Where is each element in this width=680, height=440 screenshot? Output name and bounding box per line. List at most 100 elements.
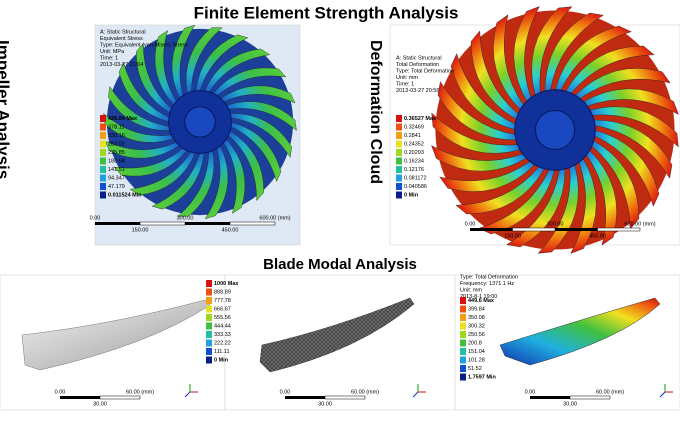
legend-label: 0.040586 [404,184,427,190]
legend-swatch [206,356,212,364]
impeller-blade [151,151,205,210]
impeller-blade [593,129,660,207]
legend-label: 1.7597 Min [468,374,496,380]
scale-label: 60.00 (mm) [126,389,154,395]
legend-label: 101.28 [468,357,485,363]
legend-label: 333.33 [214,332,231,338]
scale-label: 300.00 [177,215,194,221]
impeller-blade [592,119,673,179]
impeller-blade [431,145,528,172]
legend-label: 0.20293 [404,150,424,156]
legend-label: 378.11 [108,124,124,130]
legend-swatch [206,280,212,287]
impeller-blade [437,81,518,141]
legend-label: 449.6 Max [468,298,495,304]
legend-swatch [396,149,402,156]
legend-label: 350.08 [468,315,485,321]
scale-label: 150.00 [132,227,149,233]
legend-label: 235.85 [108,150,125,156]
legend-label: 444.44 [214,323,231,329]
scale-label: 600.00 (mm) [259,215,290,221]
panel-header: Frequency: 1371.1 Hz [460,281,514,287]
legend-swatch [100,132,106,139]
scale-bar [95,222,140,225]
scale-label: 0.00 [525,389,536,395]
legend-swatch [460,365,466,372]
scale-bar [555,228,598,231]
legend-swatch [100,140,106,148]
legend-label: 0.16234 [404,158,424,164]
legend-swatch [100,157,106,165]
panel-header: 2013-03-27 21:04 [100,62,143,68]
legend-swatch [396,123,402,131]
panel-header: Type: Equivalent (von-Mises) Stress [100,42,188,48]
legend-label: 141.51 [108,167,125,173]
impeller-blade [185,27,223,95]
legend-swatch [100,191,106,199]
legend-label: 0.011524 Min [108,192,142,198]
panel-header: Time: 1 [396,81,414,87]
impeller-blade [113,147,188,177]
legend-label: 151.04 [468,349,485,355]
legend-swatch [100,183,106,190]
panel-header: 2013-03-27 20:56 [396,88,439,94]
panel-header: Equivalent Stress [100,36,143,42]
scale-bar [512,227,556,232]
scale-label: 0.00 [280,389,291,395]
legend-label: 51.52 [468,366,482,372]
impeller-blade [450,53,517,131]
legend-swatch [206,305,212,313]
legend-swatch [100,174,106,182]
legend-label: 0.2841 [404,133,421,139]
scale-bar [60,396,100,399]
impeller-blade [219,85,296,104]
impeller-blade [103,112,175,143]
legend-label: 399.84 [468,306,485,312]
impeller-blade [439,160,536,192]
panel-header: A: Static Structural [396,55,442,61]
scale-bar [185,222,230,225]
triad-axis [659,391,666,398]
legend-label: 200.8 [468,340,482,346]
legend-label: 330.16 [108,133,125,139]
legend-swatch [396,140,402,148]
legend-swatch [396,115,402,122]
scale-bar [569,395,611,400]
legend-swatch [100,149,106,156]
legend-label: 0.081172 [404,175,427,181]
impeller-hub-inner [534,109,576,151]
legend-label: 47.179 [108,184,125,190]
impeller-blade [588,106,679,148]
impeller-blade [455,165,546,215]
blade-mesh [259,297,415,373]
legend-swatch [206,331,212,338]
legend-swatch [460,356,466,364]
legend-swatch [396,174,402,182]
legend-swatch [460,373,466,381]
legend-label: 666.67 [214,306,231,312]
impeller-blade [212,67,287,97]
legend-label: 1000 Max [214,281,239,287]
impeller-blade [225,101,297,132]
scale-bar [597,227,641,232]
impeller-blade [544,12,604,93]
legend-swatch [396,183,402,190]
legend-label: 0.32469 [404,124,424,130]
legend-label: 0 Min [404,192,419,198]
legend-swatch [206,348,212,355]
scale-bar [229,221,276,226]
legend-swatch [206,297,212,304]
scale-label: 0.00 [90,215,101,221]
legend-label: 188.68 [108,158,125,164]
scale-label: 30.00 [563,401,577,407]
legend-label: 0.36527 Max [404,116,437,122]
impeller-blade [108,86,172,131]
impeller-blade [493,14,525,111]
impeller-blade [228,113,292,158]
scale-label: 450.00 [589,233,606,239]
impeller-blade [470,30,520,121]
legend-label: 222.22 [214,340,231,346]
legend-swatch [396,166,402,173]
legend-swatch [396,157,402,165]
